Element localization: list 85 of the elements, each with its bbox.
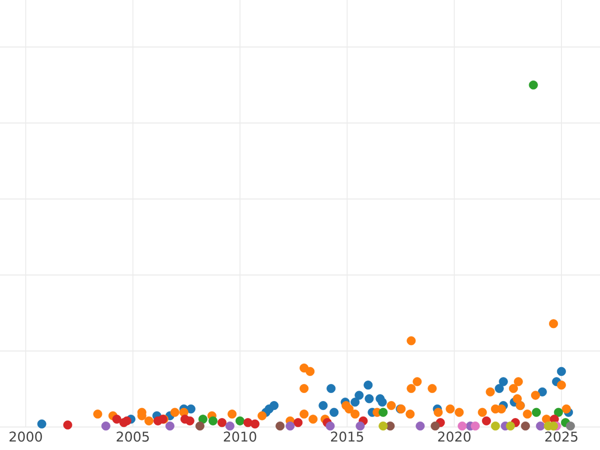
x-tick-label: 2005 [116,432,149,442]
point [562,404,571,414]
point [512,394,522,404]
point [122,416,132,426]
point [93,410,102,419]
point [482,416,491,426]
point [434,408,443,417]
x-tick-label: 2010 [224,432,256,442]
point [470,422,480,430]
point [144,416,154,426]
point [386,401,396,410]
point [185,416,194,426]
point [522,410,532,419]
point [300,410,309,419]
point [364,394,374,404]
point [406,336,416,346]
point [514,377,523,386]
point [554,408,563,417]
point [520,422,530,430]
point [37,419,46,428]
point [412,377,422,386]
point [198,414,208,424]
point [416,422,425,430]
point [406,384,416,393]
point [270,401,279,410]
point [356,422,365,430]
point [228,410,237,419]
point [286,422,295,430]
point [364,380,373,390]
point [276,422,285,430]
point [112,414,122,424]
x-tick-label: 2000 [10,432,42,442]
point [300,384,309,393]
point [458,422,467,430]
point [218,418,226,428]
x-tick-label: 2020 [438,432,471,442]
point [344,404,354,414]
point [354,390,364,400]
point [195,422,204,430]
point [378,398,387,407]
point [326,384,336,393]
point [186,404,196,414]
point [430,422,440,430]
point [386,422,395,430]
point [498,377,508,386]
point [378,422,388,430]
point [258,411,267,420]
point [531,390,540,400]
point [508,384,518,393]
point [566,422,575,430]
point [486,387,495,396]
point [294,418,303,428]
point [406,410,415,419]
point [478,408,487,417]
point [378,408,388,417]
point [350,410,360,419]
point [428,384,437,393]
point [454,408,464,417]
point [506,422,515,430]
point [326,422,335,430]
point [165,422,174,430]
point [208,416,218,426]
x-tick-label: 2025 [545,432,578,442]
point [538,387,547,396]
point [306,366,315,376]
point [225,422,234,430]
point [494,384,504,393]
point [556,380,566,390]
point [536,422,545,430]
point [556,366,566,376]
point [250,419,260,428]
point [236,416,244,426]
x-tick-label: 2015 [331,432,364,442]
point [532,408,541,417]
point [350,398,360,407]
point [63,420,72,430]
point [101,422,110,430]
point [308,414,318,424]
point [490,422,500,430]
point [446,404,455,414]
point [170,408,180,417]
point [528,80,538,90]
point [318,401,328,410]
point [549,319,558,328]
point [330,408,339,417]
